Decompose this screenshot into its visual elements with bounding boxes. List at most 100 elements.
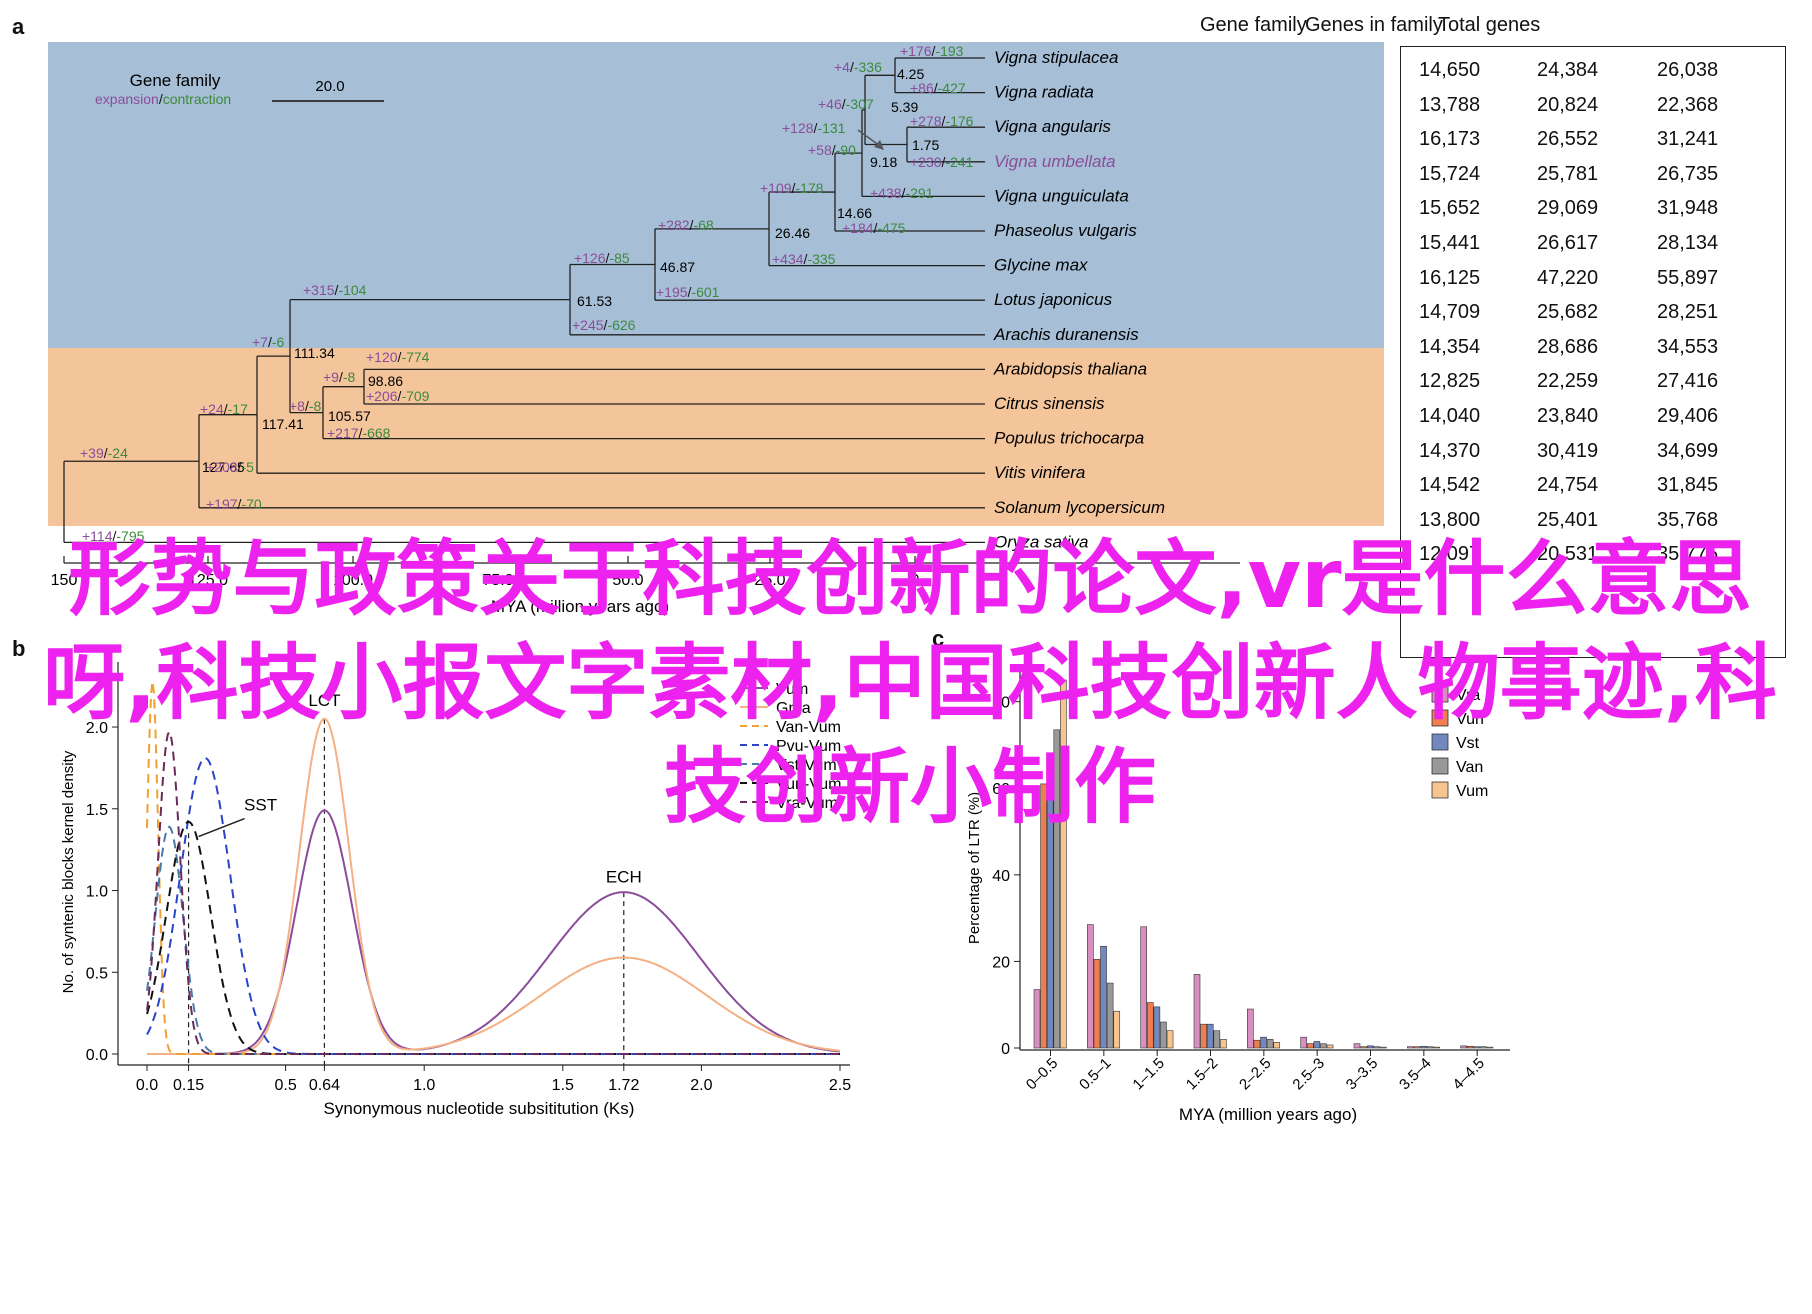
node-age: 1.75 <box>912 137 939 153</box>
ks-x-tick-label: 1.0 <box>413 1077 435 1094</box>
gene-change-label: +114/-795 <box>82 528 145 544</box>
ks-legend-label: Vum <box>776 681 808 698</box>
ltr-y-tick-label: 20 <box>992 954 1010 971</box>
ltr-bar-van <box>1106 982 1114 1049</box>
ltr-bar-vun <box>1360 1046 1367 1049</box>
species-label: Vigna unguiculata <box>994 186 1129 205</box>
ltr-bar-vra <box>1460 1045 1467 1049</box>
ks-annotation-ech: ECH <box>606 867 642 886</box>
ltr-legend-swatch <box>1431 757 1449 775</box>
ltr-bar-vum <box>1486 1046 1494 1049</box>
table-row: 15,724 25,781 26,735 <box>1401 155 1787 195</box>
ltr-bar-vra <box>1033 989 1041 1049</box>
species-label: Solanum lycopersicum <box>994 498 1165 517</box>
ltr-y-axis-label: Percentage of LTR (%) <box>966 792 983 944</box>
table-row: 14,650 24,384 26,038 <box>1401 51 1787 91</box>
ltr-bar-vun <box>1306 1043 1314 1049</box>
ks-legend-label: Vun-Vum <box>776 776 842 793</box>
gene-change-label: +184/-475 <box>842 220 906 236</box>
gene-family-count: 14,040 <box>1419 405 1481 427</box>
gene-change-label: +109/-178 <box>760 180 824 196</box>
species-label: Glycine max <box>994 256 1088 275</box>
ltr-bar-vun <box>1466 1045 1474 1049</box>
gene-family-count: 12,825 <box>1419 370 1481 393</box>
ltr-bar-vst <box>1100 945 1107 1049</box>
table-row: 14,354 28,686 34,553 <box>1401 328 1787 368</box>
gene-family-count: 14,542 <box>1419 474 1481 497</box>
ltr-bar-van <box>1373 1046 1381 1049</box>
legend-expansion: expansion/contraction <box>95 91 231 107</box>
legend-title: Gene family <box>130 71 221 90</box>
panel-label-a: a <box>12 14 25 39</box>
gene-family-count: 14,354 <box>1419 335 1481 358</box>
ks-annotation-lct: LCT <box>308 691 340 710</box>
gene-change-label: +120/-774 <box>366 349 430 365</box>
ltr-bar-vun <box>1200 1023 1207 1049</box>
ltr-legend-label: Vra <box>1456 687 1480 704</box>
ltr-bar-vun <box>1146 1002 1154 1049</box>
table-row: 12,825 22,259 27,416 <box>1401 362 1787 402</box>
total-genes-count: 28,134 <box>1657 232 1719 254</box>
ltr-legend-swatch <box>1431 733 1449 751</box>
pointer-arrowhead <box>874 140 884 150</box>
ks-x-tick-label: 0.15 <box>173 1077 204 1094</box>
gene-family-count: 14,370 <box>1419 439 1481 462</box>
gene-family-count: 12,097 <box>1419 543 1481 566</box>
species-label: Vigna stipulacea <box>994 48 1118 67</box>
panel-label-b: b <box>12 636 26 661</box>
ltr-y-tick-label: 60 <box>992 781 1010 798</box>
ks-y-tick-label: 0.0 <box>86 1047 108 1064</box>
genes-in-family-count: 25,682 <box>1537 301 1599 324</box>
ltr-bar-vst <box>1313 1041 1321 1049</box>
ks-series-vum <box>147 809 841 1055</box>
ks-x-axis-label: Synonymous nucleotide subsititution (Ks) <box>324 1099 635 1118</box>
gene-family-table: 14,650 24,384 26,038 13,788 20,824 22,368 16,1… <box>1400 46 1786 658</box>
ks-x-tick-label: 2.0 <box>690 1077 712 1094</box>
table-row: 16,125 47,220 55,897 <box>1401 259 1787 299</box>
table-row: 14,370 30,419 34,699 <box>1401 432 1787 472</box>
ks-y-axis-label: No. of syntenic blocks kernel density <box>60 750 77 993</box>
table-row: 13,788 20,824 22,368 <box>1401 86 1787 126</box>
ks-series-vra-vum <box>146 729 840 1055</box>
total-genes-count: 55,897 <box>1657 266 1719 289</box>
gene-family-count: 16,173 <box>1419 128 1481 151</box>
species-label: Citrus sinensis <box>994 394 1105 413</box>
ks-series-vst-vum <box>146 825 840 1055</box>
tree-branches <box>63 57 985 544</box>
species-label: Oryza sativa <box>994 532 1088 551</box>
gene-change-label: +7/-6 <box>252 334 285 350</box>
species-label: Vigna radiata <box>994 83 1094 102</box>
ltr-legend-label: Vum <box>1456 783 1488 800</box>
gene-change-label: +278/-176 <box>910 113 974 129</box>
genes-in-family-count: 30,419 <box>1537 439 1599 462</box>
table-row: 15,441 26,617 28,134 <box>1401 224 1787 264</box>
total-genes-count: 28,251 <box>1657 301 1719 324</box>
node-age: 61.53 <box>577 293 612 309</box>
gene-change-label: +315/-104 <box>303 282 367 298</box>
ks-series-pvu-vum <box>146 757 840 1055</box>
genes-in-family-count: 25,401 <box>1537 508 1599 531</box>
gene-change-label: +230/-241 <box>910 154 974 170</box>
ltr-x-tick-label: 2–2.5 <box>1236 1055 1275 1094</box>
sst-pointer <box>198 817 245 838</box>
total-genes-count: 35,775 <box>1657 543 1719 566</box>
gene-family-count: 14,709 <box>1419 301 1481 324</box>
genes-in-family-count: 26,617 <box>1537 232 1599 254</box>
table-row: 14,040 23,840 29,406 <box>1401 397 1787 437</box>
total-genes-count: 27,416 <box>1657 370 1719 393</box>
table-row: 12,097 20,531 35,775 <box>1401 535 1787 575</box>
ltr-legend-swatch <box>1431 781 1449 799</box>
table-header-genes-in-family: Genes in family <box>1305 14 1443 36</box>
gene-change-labels: +176/-193 +4/-336 +86/-427 +46/-307 +278/-17… <box>80 43 974 544</box>
genes-in-family-count: 29,069 <box>1537 197 1599 220</box>
gene-change-label: +208/-5 <box>206 459 254 475</box>
ltr-bar-vst <box>1260 1036 1267 1049</box>
genes-in-family-count: 24,384 <box>1537 59 1599 81</box>
gene-change-label: +9/-8 <box>323 369 356 385</box>
gene-change-label: +126/-85 <box>574 250 630 266</box>
ltr-bar-vum <box>1060 679 1067 1049</box>
tree-axis-tick-label: 150 <box>51 572 78 589</box>
gene-change-label: +197/-70 <box>206 496 262 512</box>
ltr-x-axis-label: MYA (million years ago) <box>1179 1105 1357 1124</box>
ltr-legend-swatch <box>1431 685 1449 703</box>
